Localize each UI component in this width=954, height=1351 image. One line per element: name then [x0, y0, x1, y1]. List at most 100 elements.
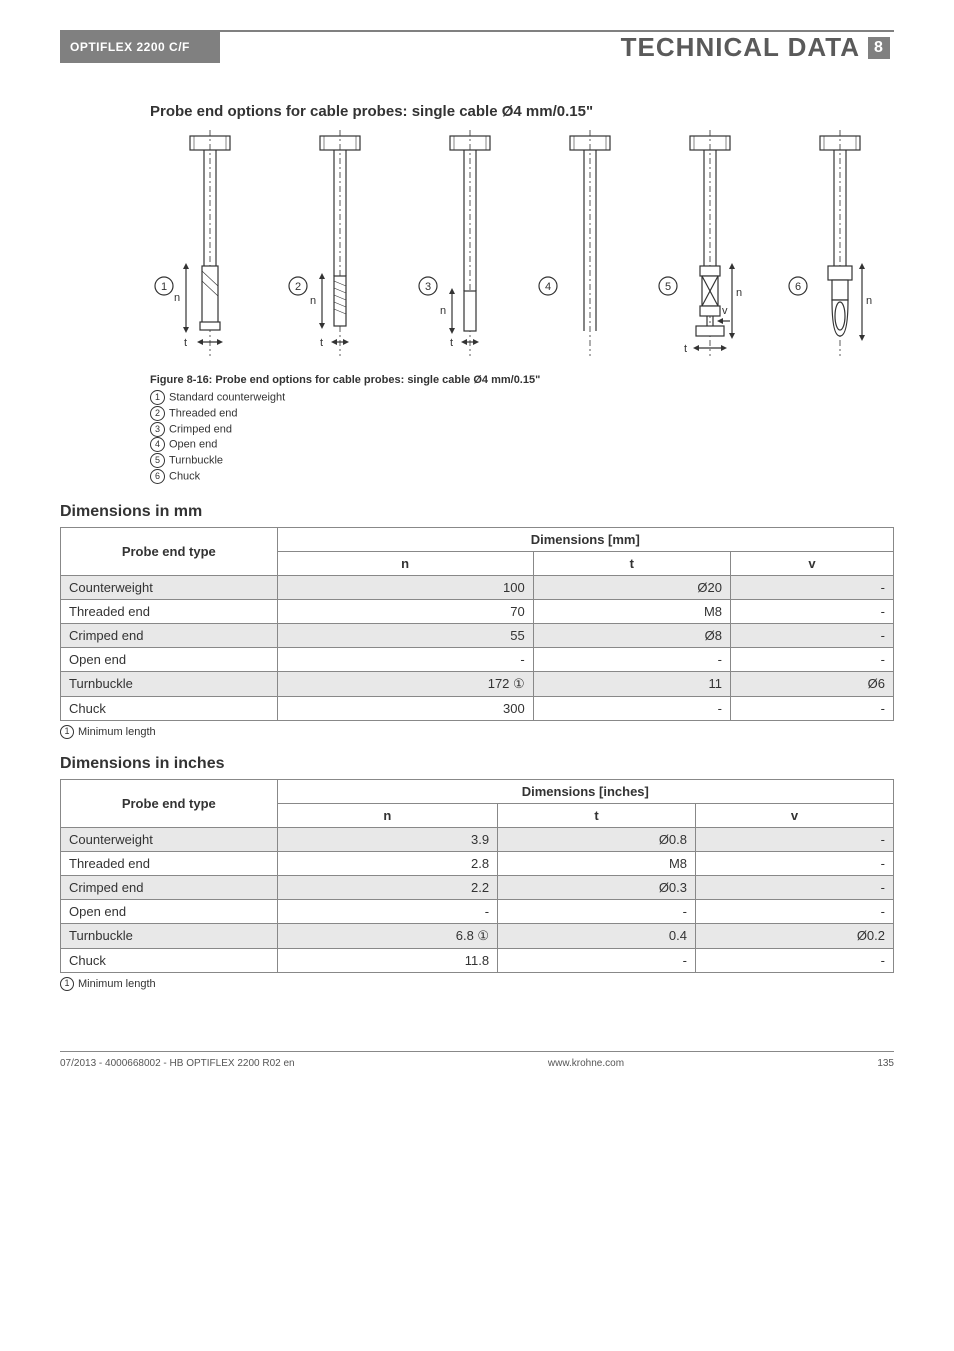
col-v: v: [731, 551, 894, 575]
cell-label: Chuck: [61, 948, 278, 972]
table-row: Crimped end2.2Ø0.3-: [61, 875, 894, 899]
legend-item: 5Turnbuckle: [150, 453, 894, 469]
svg-text:3: 3: [425, 281, 431, 293]
dimensions-mm-title: Dimensions in mm: [60, 503, 894, 521]
cell-value: 100: [277, 575, 533, 599]
cell-label: Open end: [61, 647, 278, 671]
cell-value: -: [731, 575, 894, 599]
cell-label: Crimped end: [61, 623, 278, 647]
table-row: Threaded end2.8M8-: [61, 851, 894, 875]
table-row: Chuck11.8--: [61, 948, 894, 972]
cell-label: Counterweight: [61, 827, 278, 851]
cell-value: -: [277, 899, 498, 923]
cell-value: -: [498, 899, 696, 923]
svg-text:1: 1: [161, 281, 167, 293]
table-row: Chuck300--: [61, 696, 894, 720]
figure-legend: 1Standard counterweight 2Threaded end 3C…: [150, 390, 894, 485]
cell-label: Threaded end: [61, 851, 278, 875]
cell-value: Ø0.2: [696, 923, 894, 948]
cell-value: Ø20: [533, 575, 730, 599]
svg-text:v: v: [722, 305, 728, 317]
cell-value: -: [696, 948, 894, 972]
svg-text:t: t: [684, 343, 687, 355]
col-dimensions: Dimensions [mm]: [277, 527, 893, 551]
svg-text:n: n: [440, 305, 446, 317]
col-dimensions: Dimensions [inches]: [277, 779, 893, 803]
mm-footnote: 1Minimum length: [60, 725, 894, 739]
cell-value: Ø0.8: [498, 827, 696, 851]
cell-label: Turnbuckle: [61, 671, 278, 696]
svg-text:5: 5: [665, 281, 671, 293]
cell-value: -: [533, 647, 730, 671]
svg-text:6: 6: [795, 281, 801, 293]
cell-value: -: [696, 899, 894, 923]
table-row: Open end---: [61, 899, 894, 923]
page-footer: 07/2013 - 4000668002 - HB OPTIFLEX 2200 …: [60, 1051, 894, 1069]
cell-value: -: [731, 647, 894, 671]
svg-text:n: n: [736, 287, 742, 299]
header-title-text: TECHNICAL DATA: [621, 32, 860, 63]
cell-value: Ø0.3: [498, 875, 696, 899]
figure-title: Probe end options for cable probes: sing…: [150, 103, 894, 120]
cell-value: -: [731, 599, 894, 623]
svg-text:t: t: [450, 337, 453, 349]
cell-value: 6.8 ①: [277, 923, 498, 948]
svg-text:n: n: [174, 292, 180, 304]
table-row: Counterweight100Ø20-: [61, 575, 894, 599]
col-probe-type: Probe end type: [61, 527, 278, 575]
cell-value: -: [731, 696, 894, 720]
cell-value: -: [277, 647, 533, 671]
cell-label: Crimped end: [61, 875, 278, 899]
table-row: Counterweight3.9Ø0.8-: [61, 827, 894, 851]
in-footnote: 1Minimum length: [60, 977, 894, 991]
svg-text:t: t: [184, 337, 187, 349]
svg-text:4: 4: [545, 281, 551, 293]
header-section-title: TECHNICAL DATA 8: [220, 30, 894, 63]
table-row: Turnbuckle172 ①11Ø6: [61, 671, 894, 696]
cell-value: 300: [277, 696, 533, 720]
cell-value: 11.8: [277, 948, 498, 972]
col-t: t: [533, 551, 730, 575]
dimensions-mm-table: Probe end type Dimensions [mm] n t v Cou…: [60, 527, 894, 721]
cell-value: -: [696, 851, 894, 875]
cell-value: Ø6: [731, 671, 894, 696]
col-t: t: [498, 803, 696, 827]
cell-value: 2.8: [277, 851, 498, 875]
legend-item: 6Chuck: [150, 469, 894, 485]
cell-value: -: [533, 696, 730, 720]
svg-text:2: 2: [295, 281, 301, 293]
table-row: Open end---: [61, 647, 894, 671]
cell-label: Turnbuckle: [61, 923, 278, 948]
page-header: OPTIFLEX 2200 C/F TECHNICAL DATA 8: [60, 30, 894, 63]
cell-value: M8: [533, 599, 730, 623]
cell-value: -: [731, 623, 894, 647]
header-chapter-badge: 8: [868, 37, 890, 59]
table-row: Turnbuckle6.8 ①0.4Ø0.2: [61, 923, 894, 948]
cell-value: -: [696, 875, 894, 899]
dimensions-in-title: Dimensions in inches: [60, 755, 894, 773]
dimensions-in-table: Probe end type Dimensions [inches] n t v…: [60, 779, 894, 973]
cell-value: 70: [277, 599, 533, 623]
figure-caption: Figure 8-16: Probe end options for cable…: [150, 374, 894, 386]
legend-item: 1Standard counterweight: [150, 390, 894, 406]
col-n: n: [277, 803, 498, 827]
cell-label: Threaded end: [61, 599, 278, 623]
table-row: Threaded end70M8-: [61, 599, 894, 623]
cell-value: -: [498, 948, 696, 972]
cell-value: 0.4: [498, 923, 696, 948]
cell-label: Counterweight: [61, 575, 278, 599]
legend-item: 4Open end: [150, 437, 894, 453]
cell-value: 2.2: [277, 875, 498, 899]
footer-docinfo: 07/2013 - 4000668002 - HB OPTIFLEX 2200 …: [60, 1058, 295, 1069]
cell-value: 3.9: [277, 827, 498, 851]
cell-value: 55: [277, 623, 533, 647]
cell-value: 172 ①: [277, 671, 533, 696]
cell-value: M8: [498, 851, 696, 875]
col-probe-type: Probe end type: [61, 779, 278, 827]
svg-text:n: n: [866, 295, 872, 307]
cell-value: -: [696, 827, 894, 851]
footer-pagenum: 135: [877, 1058, 894, 1069]
col-v: v: [696, 803, 894, 827]
svg-text:n: n: [310, 295, 316, 307]
probe-end-diagram: .ln{stroke:#333;stroke-width:1.2;fill:no…: [150, 126, 890, 366]
